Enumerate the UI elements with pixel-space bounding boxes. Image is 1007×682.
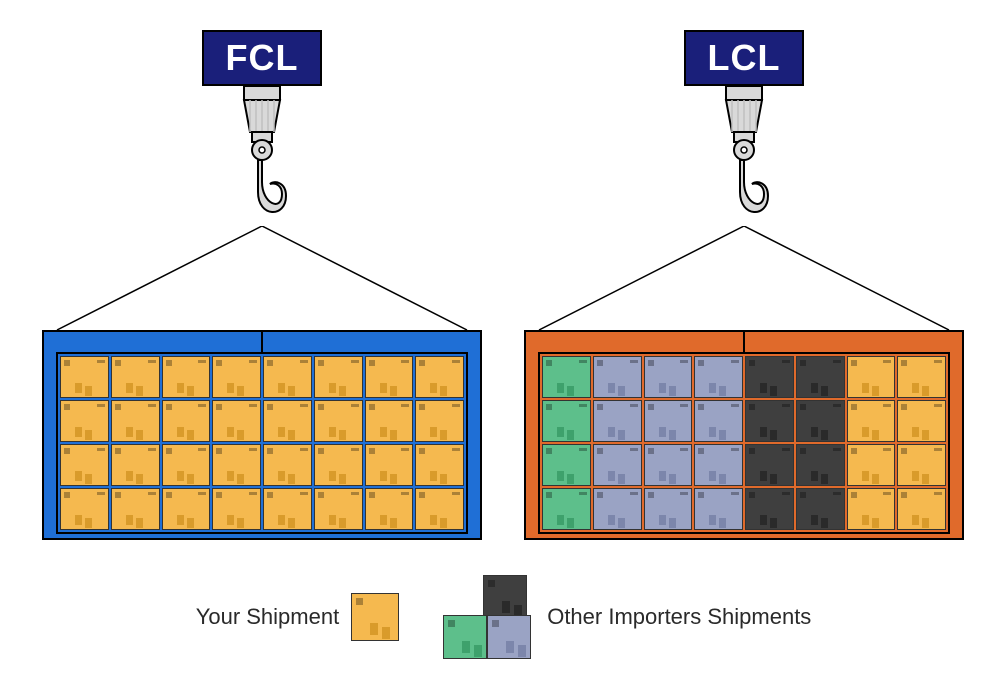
fcl-sign-label: FCL (226, 37, 299, 79)
cargo-box-your (263, 400, 312, 442)
cargo-box-blue (644, 400, 693, 442)
cargo-box-your (897, 488, 946, 530)
cargo-box-green (542, 356, 591, 398)
cargo-box-your (897, 356, 946, 398)
cargo-box-blue (644, 488, 693, 530)
cargo-box-your (162, 444, 211, 486)
cargo-box-your (897, 400, 946, 442)
legend-other-label: Other Importers Shipments (547, 604, 811, 630)
legend: Your Shipment Other Importers Shipments (0, 572, 1007, 662)
cargo-box-your (314, 400, 363, 442)
legend-box-green (443, 615, 487, 659)
cargo-box-dark (745, 356, 794, 398)
container-cargo-area (56, 352, 468, 534)
cargo-box-blue (593, 400, 642, 442)
lcl-sign-label: LCL (708, 37, 781, 79)
cargo-box-dark (796, 488, 845, 530)
cargo-box-green (542, 444, 591, 486)
cargo-box-your (60, 400, 109, 442)
cargo-box-blue (644, 444, 693, 486)
legend-your-shipment: Your Shipment (196, 593, 400, 641)
cargo-box-your (415, 356, 464, 398)
lcl-container (524, 330, 964, 540)
cargo-box-your (365, 356, 414, 398)
cargo-box-your (60, 488, 109, 530)
cargo-row (60, 356, 464, 398)
cargo-box-blue (593, 444, 642, 486)
legend-other-boxes (439, 575, 535, 659)
cargo-box-your (415, 488, 464, 530)
cargo-row (60, 400, 464, 442)
cargo-box-dark (796, 444, 845, 486)
fcl-sign: FCL (202, 30, 322, 86)
cargo-box-your (847, 444, 896, 486)
cargo-box-blue (644, 356, 693, 398)
cargo-box-blue (694, 488, 743, 530)
cargo-box-your (162, 356, 211, 398)
lcl-sign: LCL (684, 30, 804, 86)
legend-box-dark (483, 575, 527, 619)
cargo-row (60, 488, 464, 530)
cargo-box-your (263, 356, 312, 398)
cargo-box-green (542, 488, 591, 530)
crane-hook-icon (222, 86, 302, 236)
cargo-row (542, 488, 946, 530)
legend-your-label: Your Shipment (196, 604, 340, 630)
cargo-box-your (847, 488, 896, 530)
cargo-box-blue (694, 444, 743, 486)
cargo-box-your (212, 444, 261, 486)
cargo-box-your (847, 400, 896, 442)
cargo-box-your (847, 356, 896, 398)
cargo-box-blue (593, 356, 642, 398)
cargo-box-your (162, 488, 211, 530)
cargo-box-your (897, 444, 946, 486)
cargo-box-your (365, 444, 414, 486)
fcl-container (42, 330, 482, 540)
lifting-cables-icon (42, 226, 482, 330)
cargo-box-blue (694, 400, 743, 442)
cargo-box-dark (745, 488, 794, 530)
cargo-box-your (365, 400, 414, 442)
cargo-box-your (314, 444, 363, 486)
legend-box-blue (487, 615, 531, 659)
container-cargo-area (538, 352, 950, 534)
cargo-box-your (212, 400, 261, 442)
cargo-box-your (111, 488, 160, 530)
legend-box-your (351, 593, 399, 641)
cargo-box-your (111, 356, 160, 398)
cargo-box-dark (796, 400, 845, 442)
cargo-box-your (60, 356, 109, 398)
crane-hook-icon (704, 86, 784, 236)
cargo-box-your (111, 400, 160, 442)
legend-other-shipments: Other Importers Shipments (439, 575, 811, 659)
cargo-box-dark (745, 444, 794, 486)
cargo-box-your (314, 356, 363, 398)
cargo-box-your (263, 488, 312, 530)
cargo-box-your (111, 444, 160, 486)
cargo-box-your (415, 444, 464, 486)
cargo-row (542, 400, 946, 442)
cargo-row (542, 444, 946, 486)
cargo-box-dark (745, 400, 794, 442)
cargo-box-dark (796, 356, 845, 398)
lifting-cables-icon (524, 226, 964, 330)
cargo-box-your (162, 400, 211, 442)
cargo-box-blue (593, 488, 642, 530)
cargo-box-your (263, 444, 312, 486)
cargo-box-your (212, 488, 261, 530)
cargo-box-your (365, 488, 414, 530)
cargo-box-your (60, 444, 109, 486)
cargo-box-your (415, 400, 464, 442)
cargo-row (60, 444, 464, 486)
cargo-box-your (212, 356, 261, 398)
cargo-box-your (314, 488, 363, 530)
cargo-box-green (542, 400, 591, 442)
cargo-row (542, 356, 946, 398)
cargo-box-blue (694, 356, 743, 398)
